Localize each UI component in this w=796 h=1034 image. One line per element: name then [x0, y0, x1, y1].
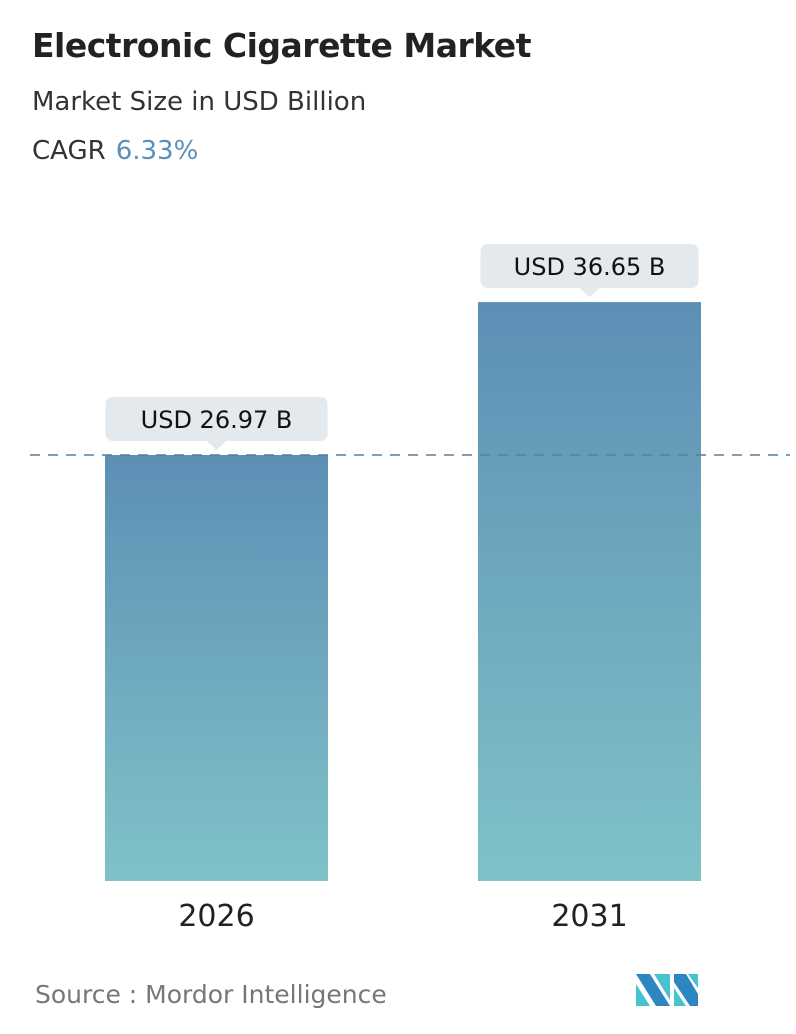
chart-title: Electronic Cigarette Market: [32, 26, 531, 65]
source-text: Source : Mordor Intelligence: [35, 980, 387, 1009]
chart-subtitle: Market Size in USD Billion: [32, 87, 367, 117]
bar-chart: USD 26.97 B 2026 USD 36.65 B 2031: [30, 244, 790, 934]
data-label: USD 26.97 B: [141, 406, 293, 434]
data-label-bg: [105, 397, 328, 441]
data-label-pointer: [579, 288, 600, 298]
cagr: CAGR 6.33%: [32, 136, 198, 166]
data-label-bg: [480, 244, 699, 289]
cagr-label: CAGR: [32, 136, 106, 166]
x-tick-label: 2026: [178, 899, 254, 934]
bar-2031: [478, 302, 701, 882]
bar-2026: [105, 455, 328, 881]
data-label-pointer: [206, 441, 227, 450]
mordor-logo: [636, 974, 698, 1006]
data-label: USD 36.65 B: [514, 253, 666, 281]
x-tick-label: 2031: [551, 899, 627, 934]
cagr-value: 6.33%: [115, 136, 199, 166]
